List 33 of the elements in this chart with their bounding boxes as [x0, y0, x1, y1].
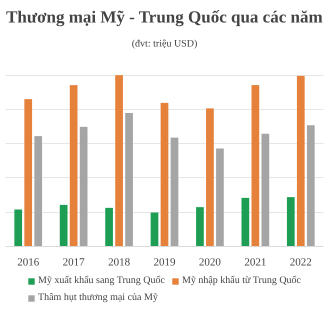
chart-title: Thương mại Mỹ - Trung Quốc qua các năm: [6, 8, 323, 26]
x-tick-label: 2018: [108, 256, 131, 268]
bar: [115, 75, 123, 246]
x-tick-label: 2016: [17, 256, 40, 268]
bar: [80, 126, 88, 246]
bar: [216, 148, 224, 246]
x-tick-label: 2020: [198, 256, 222, 268]
x-tick-label: 2019: [154, 256, 176, 268]
bar: [125, 112, 133, 246]
legend-label: Mỹ nhập khẩu từ Trung Quốc: [182, 275, 301, 286]
chart-subtitle: (đvt: triệu USD): [132, 38, 198, 50]
bar: [60, 204, 68, 246]
legend-label: Mỹ xuất khẩu sang Trung Quốc: [38, 275, 165, 286]
bar: [206, 108, 214, 246]
legend-label: Thâm hụt thương mại của Mỹ: [38, 292, 158, 303]
bar: [242, 198, 250, 246]
bar: [70, 85, 78, 246]
bar: [150, 212, 158, 246]
bar: [261, 134, 270, 246]
x-tick-label: 2021: [244, 256, 266, 268]
bar: [286, 197, 295, 246]
bar: [34, 136, 42, 246]
x-tick-label: 2017: [62, 256, 86, 268]
x-tick-label: 2022: [290, 256, 312, 268]
bar: [306, 125, 315, 246]
bar: [251, 85, 260, 246]
bar: [14, 209, 22, 246]
bar: [196, 207, 204, 246]
bar: [105, 208, 113, 246]
bar: [24, 99, 32, 246]
bar: [170, 138, 178, 246]
bar: [160, 102, 168, 246]
bar: [296, 76, 305, 246]
